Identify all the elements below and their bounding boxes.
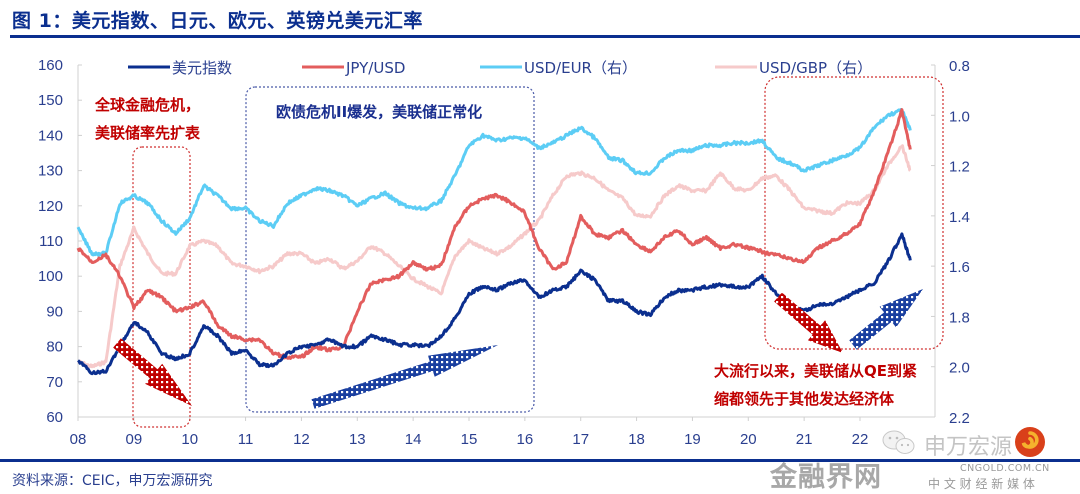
footer-rule: [0, 459, 1080, 462]
series-line-gbp: [77, 144, 912, 369]
left-tick-label: 160: [38, 57, 63, 74]
left-tick-label: 100: [38, 268, 63, 285]
up-arrow-tightening: [849, 289, 923, 350]
x-tick-label: 18: [628, 431, 645, 448]
series-lines: [76, 108, 912, 376]
left-tick-label: 140: [38, 127, 63, 144]
source-note: 资料来源：CEIC，申万宏源研究: [12, 473, 213, 489]
pandemic-highlight-box: [764, 76, 944, 350]
left-tick-label: 80: [46, 339, 63, 356]
series-line-jpy: [76, 108, 912, 360]
wechat-icon: [882, 430, 915, 454]
series-line-dxy: [77, 232, 912, 376]
up-arrow-normalization: [311, 345, 498, 409]
brand-tagline: 中 文 财 经 新 媒 体: [928, 477, 1035, 491]
legend-label-gbp: USD/GBP（右）: [759, 59, 872, 77]
down-arrow-pandemic-qe: [774, 292, 843, 353]
x-tick-label: 20: [740, 431, 757, 448]
left-tick-label: 70: [46, 374, 63, 391]
x-tick-label: 15: [461, 431, 478, 448]
trend-arrows: [113, 289, 923, 409]
x-tick-label: 11: [238, 431, 254, 448]
x-tick-label: 14: [405, 431, 422, 448]
right-tick-label: 1.4: [949, 209, 970, 226]
title-underline: [10, 35, 1080, 38]
x-tick-label: 09: [126, 431, 143, 448]
brand-name: 金融界网: [770, 462, 882, 493]
x-tick-label: 16: [517, 431, 534, 448]
x-tick-label: 08: [70, 431, 87, 448]
x-tick-label: 22: [852, 431, 869, 448]
x-tick-label: 19: [684, 431, 701, 448]
figure-title: 图 1：美元指数、日元、欧元、英镑兑美元汇率: [12, 10, 423, 32]
right-tick-label: 1.0: [949, 108, 970, 125]
left-tick-label: 110: [39, 233, 63, 250]
axes: 60 70 80 90 100 110 120 130 140 150 160 0.8 1.0 1.2 1.…: [38, 57, 970, 448]
wechat-account-label: 申万宏源: [924, 435, 1013, 460]
legend-label-dxy: 美元指数: [172, 59, 232, 77]
right-tick-label: 1.2: [949, 159, 970, 176]
left-tick-label: 60: [46, 409, 63, 426]
left-tick-label: 120: [38, 198, 63, 215]
note-gfc-line-1: 全球金融危机，: [94, 96, 200, 114]
left-tick-label: 90: [46, 303, 63, 320]
x-tick-label: 21: [796, 431, 813, 448]
note-pandemic-line-2: 缩都领先于其他发达经济体: [714, 390, 895, 408]
right-tick-label: 0.8: [949, 58, 970, 75]
legend-label-eur: USD/EUR（右）: [524, 59, 637, 77]
gfc-highlight-box: [132, 146, 191, 428]
legend: 美元指数 JPY/USD USD/EUR（右） USD/GBP（右）: [128, 59, 872, 77]
right-tick-label: 1.6: [949, 259, 970, 276]
right-tick-label: 2.2: [949, 410, 970, 427]
x-tick-label: 12: [293, 431, 310, 448]
note-pandemic-line-1: 大流行以来，美联储从QE到紧: [714, 362, 917, 380]
series-line-eur: [76, 108, 912, 257]
note-euro-crisis: 欧债危机II爆发，美联储正常化: [276, 103, 482, 121]
right-tick-label: 2.0: [949, 360, 970, 377]
euro-crisis-highlight-box: [245, 86, 535, 413]
wechat-watermark: [880, 428, 920, 458]
x-tick-label: 13: [349, 431, 366, 448]
brand-domain: CNGOLD.COM.CN: [960, 463, 1050, 474]
x-tick-label: 10: [181, 431, 198, 448]
x-tick-label: 17: [572, 431, 589, 448]
annotation-boxes: [132, 76, 944, 428]
left-tick-label: 150: [38, 92, 63, 109]
down-arrow-gfc: [113, 338, 192, 406]
annotation-notes: 全球金融危机， 美联储率先扩表 欧债危机II爆发，美联储正常化大流行以来，美联储从Q…: [94, 96, 917, 408]
left-tick-label: 130: [38, 163, 63, 180]
right-tick-label: 1.8: [949, 309, 970, 326]
legend-label-jpy: JPY/USD: [345, 59, 405, 77]
brand-logo-icon: [1014, 426, 1046, 458]
note-gfc-line-2: 美联储率先扩表: [95, 124, 201, 142]
